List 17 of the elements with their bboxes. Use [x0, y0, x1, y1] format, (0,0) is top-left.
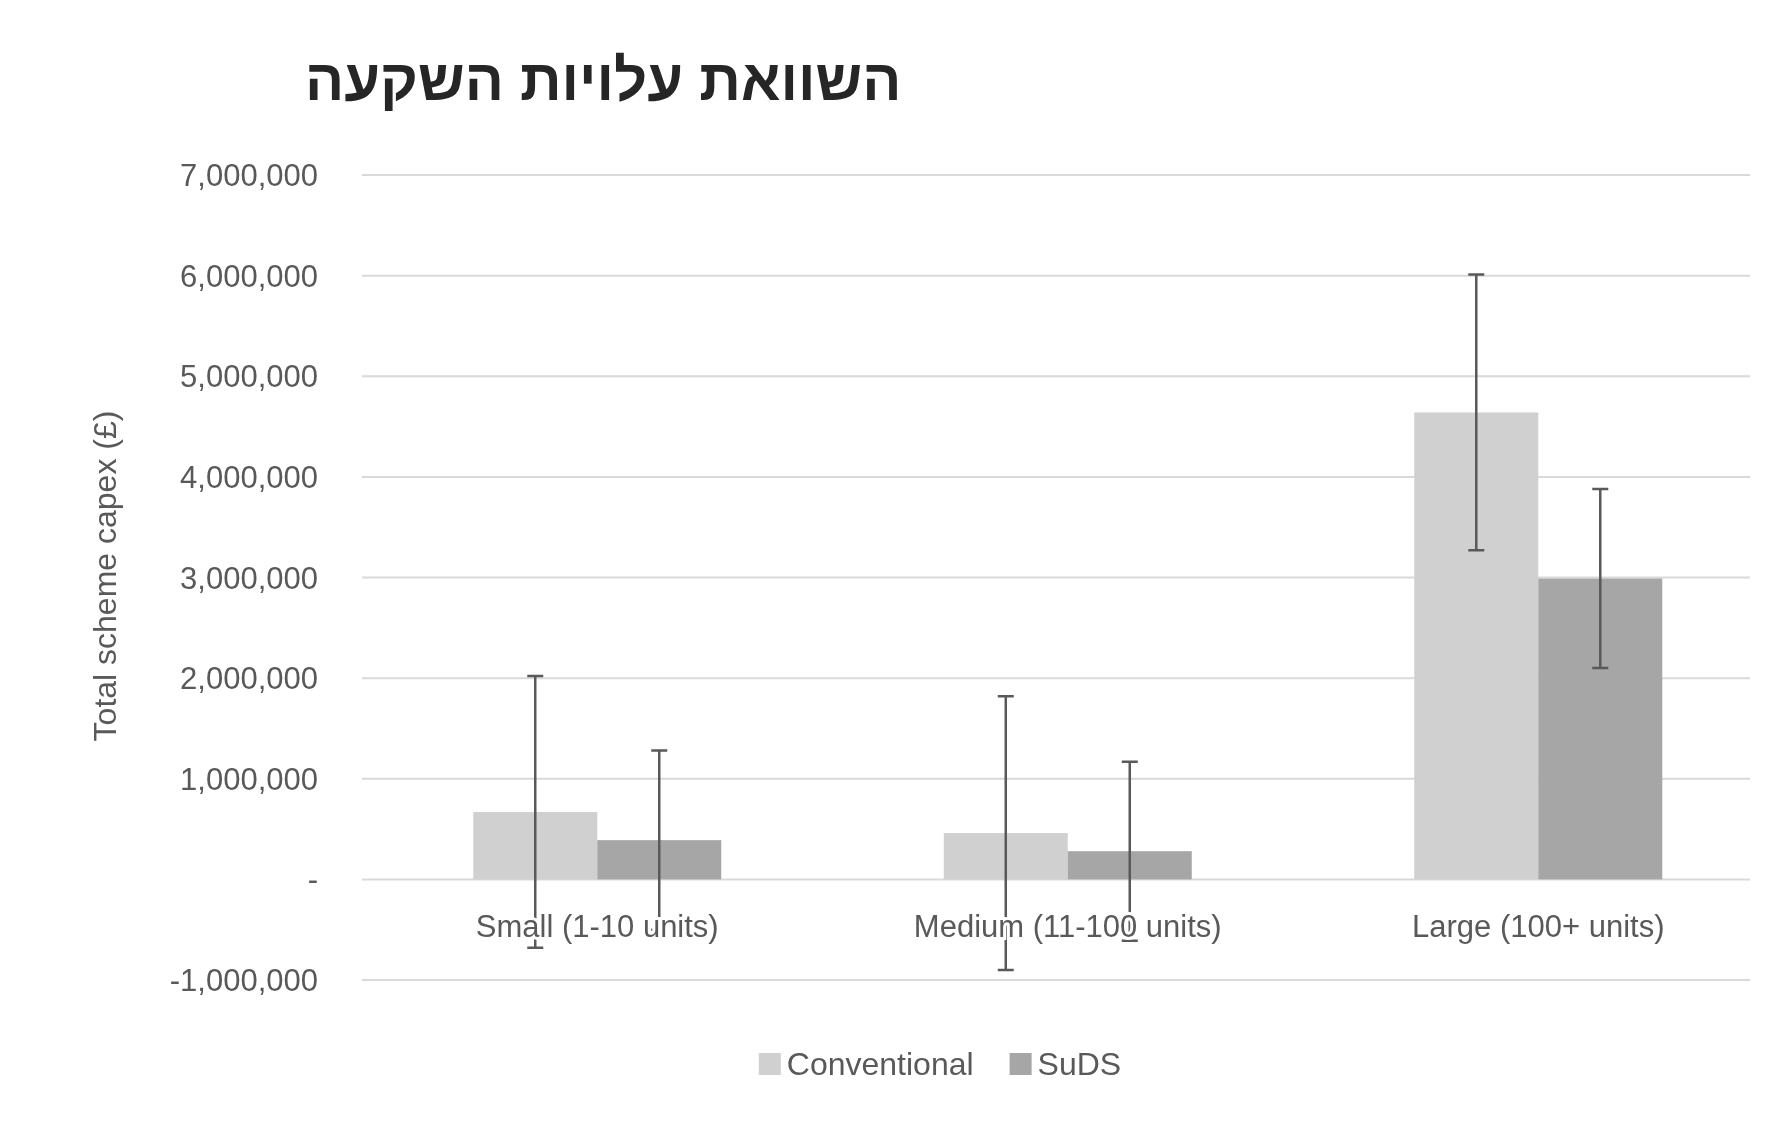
y-tick-label: -: [307, 862, 318, 898]
legend-label: Conventional: [786, 1046, 974, 1082]
chart-title: השוואת עלויות השקעה: [305, 47, 902, 112]
y-tick-label: 7,000,000: [180, 158, 318, 193]
y-tick-label: -1,000,000: [169, 963, 318, 998]
y-tick-label: 2,000,000: [180, 661, 318, 697]
y-tick-label: 6,000,000: [180, 258, 318, 294]
bar: [1067, 851, 1192, 880]
y-tick-label: 4,000,000: [180, 459, 318, 495]
bar: [1538, 578, 1663, 880]
y-tick-label: 1,000,000: [180, 761, 318, 797]
x-tick-label: Large (100+ units): [1412, 909, 1665, 945]
y-tick-label: 3,000,000: [180, 560, 318, 596]
bar: [597, 840, 722, 880]
y-axis-title: Total scheme capex (£): [87, 410, 123, 742]
legend-label: SuDS: [1037, 1046, 1122, 1082]
y-tick-label: 5,000,000: [180, 359, 318, 395]
